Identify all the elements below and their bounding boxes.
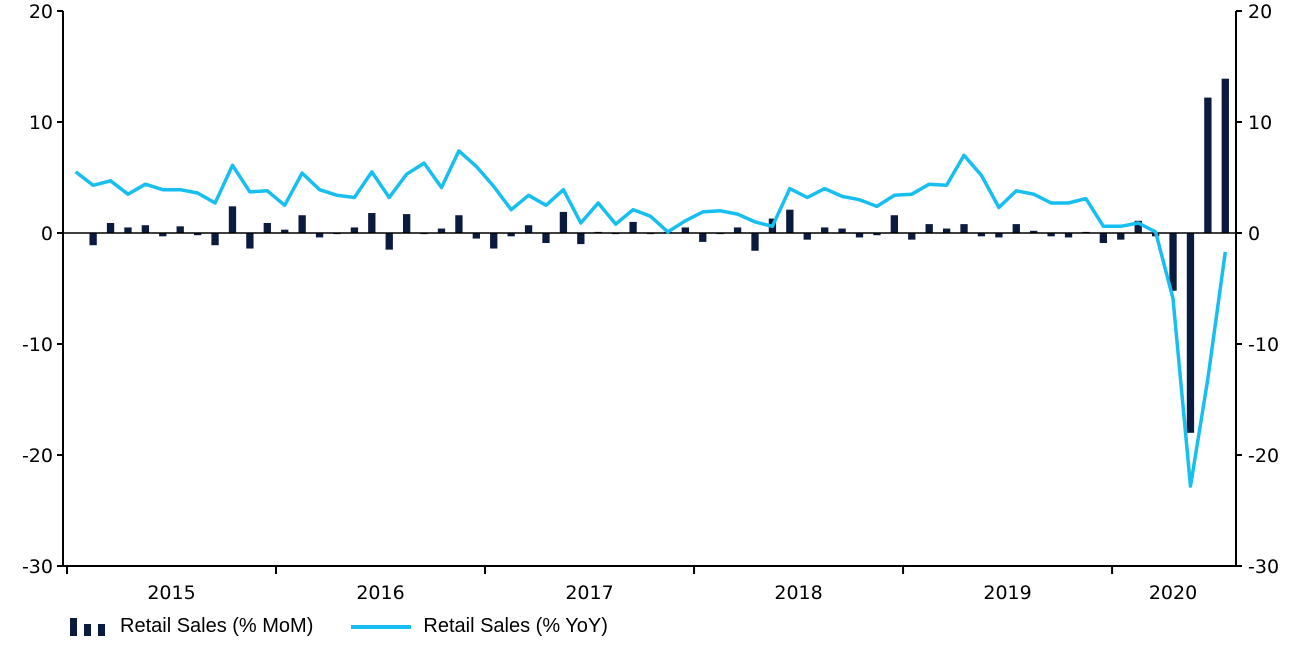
bar-mom [106, 223, 115, 233]
y-tick-label-left: -30 [22, 556, 53, 578]
bar-mom [1012, 224, 1020, 233]
bar-mom [942, 228, 951, 233]
bar-mom [803, 233, 811, 240]
bar-mom [263, 223, 271, 233]
bar-mom [385, 233, 393, 250]
bar-mom [228, 206, 237, 233]
y-tick-label-left: 10 [29, 112, 53, 134]
legend-item-mom: Retail Sales (% MoM) [70, 615, 313, 638]
bar-mom [559, 211, 568, 233]
axes [57, 10, 1242, 574]
bar-mom [524, 225, 533, 233]
bar-mom [1047, 233, 1055, 237]
bar-mom [246, 233, 254, 249]
legend-bars-swatch [70, 617, 112, 636]
bar-mom [507, 233, 515, 237]
bar-mom [315, 233, 324, 238]
bar-mom [1030, 230, 1038, 233]
bar-mom [281, 229, 289, 233]
bar-mom [368, 213, 376, 233]
bar-mom [1134, 220, 1142, 233]
bar-mom [490, 233, 498, 249]
bar-mom [141, 225, 150, 233]
bar-mom [733, 227, 742, 233]
yoy-line [74, 149, 1228, 488]
bar-mom [855, 233, 864, 238]
bar-mom [995, 233, 1003, 238]
y-tick-label-right: 0 [1248, 223, 1260, 245]
bar-mom [1169, 233, 1177, 291]
y-tick-label-left: -20 [22, 445, 53, 467]
bar-mom [925, 224, 933, 233]
y-tick-label-right: 20 [1248, 1, 1272, 23]
y-tick-label-left: -10 [22, 334, 53, 356]
x-tick-label: 2016 [356, 582, 404, 604]
bar-mom [472, 233, 480, 239]
bar-mom [159, 233, 167, 237]
legend-item-yoy: Retail Sales (% YoY) [351, 615, 608, 638]
x-tick-label: 2015 [147, 582, 195, 604]
bar-mom [977, 233, 986, 237]
legend: Retail Sales (% MoM) Retail Sales (% YoY… [70, 615, 646, 638]
line-yoy [74, 149, 1228, 488]
bar-mom [89, 233, 97, 246]
y-tick-label-right: -20 [1248, 445, 1279, 467]
x-tick-label: 2018 [774, 582, 822, 604]
bar-mom [1099, 233, 1108, 243]
x-tick-label: 2017 [565, 582, 613, 604]
bar-mom [542, 233, 550, 243]
x-tick-label: 2019 [983, 582, 1031, 604]
bar-mom [890, 215, 899, 233]
bar-mom [455, 215, 463, 233]
bar-mom [402, 214, 411, 233]
bar-mom [908, 233, 916, 240]
bar-mom [786, 209, 794, 233]
y-tick-label-right: -10 [1248, 334, 1279, 356]
bar-mom [681, 227, 689, 233]
bar-mom [124, 227, 132, 233]
bar-mom [350, 227, 359, 233]
bar-mom [298, 215, 306, 233]
y-tick-label-right: -30 [1248, 556, 1279, 578]
bar-mom [1221, 78, 1229, 234]
bar-mom [838, 228, 846, 233]
bar-mom [437, 228, 446, 233]
y-tick-label-left: 20 [29, 1, 53, 23]
bar-mom [960, 224, 968, 233]
bar-mom [577, 233, 585, 245]
bar-mom [1064, 233, 1073, 238]
bar-mom [1204, 97, 1212, 233]
bar-mom [211, 233, 219, 246]
bar-mom [821, 227, 829, 233]
legend-line-swatch [351, 624, 412, 629]
legend-label-yoy: Retail Sales (% YoY) [423, 615, 608, 637]
bar-mom [176, 226, 184, 233]
y-tick-label-right: 10 [1248, 112, 1272, 134]
bar-mom [1117, 233, 1125, 240]
bar-mom [751, 233, 759, 251]
y-tick-label-left: 0 [41, 223, 53, 245]
legend-label-mom: Retail Sales (% MoM) [120, 615, 314, 637]
x-tick-label: 2020 [1149, 582, 1197, 604]
bar-mom [699, 233, 707, 242]
bar-mom [873, 233, 881, 236]
bar-mom [629, 221, 637, 233]
bar-mom [1186, 233, 1195, 433]
mom-bars [89, 78, 1229, 433]
bar-mom [193, 233, 202, 236]
